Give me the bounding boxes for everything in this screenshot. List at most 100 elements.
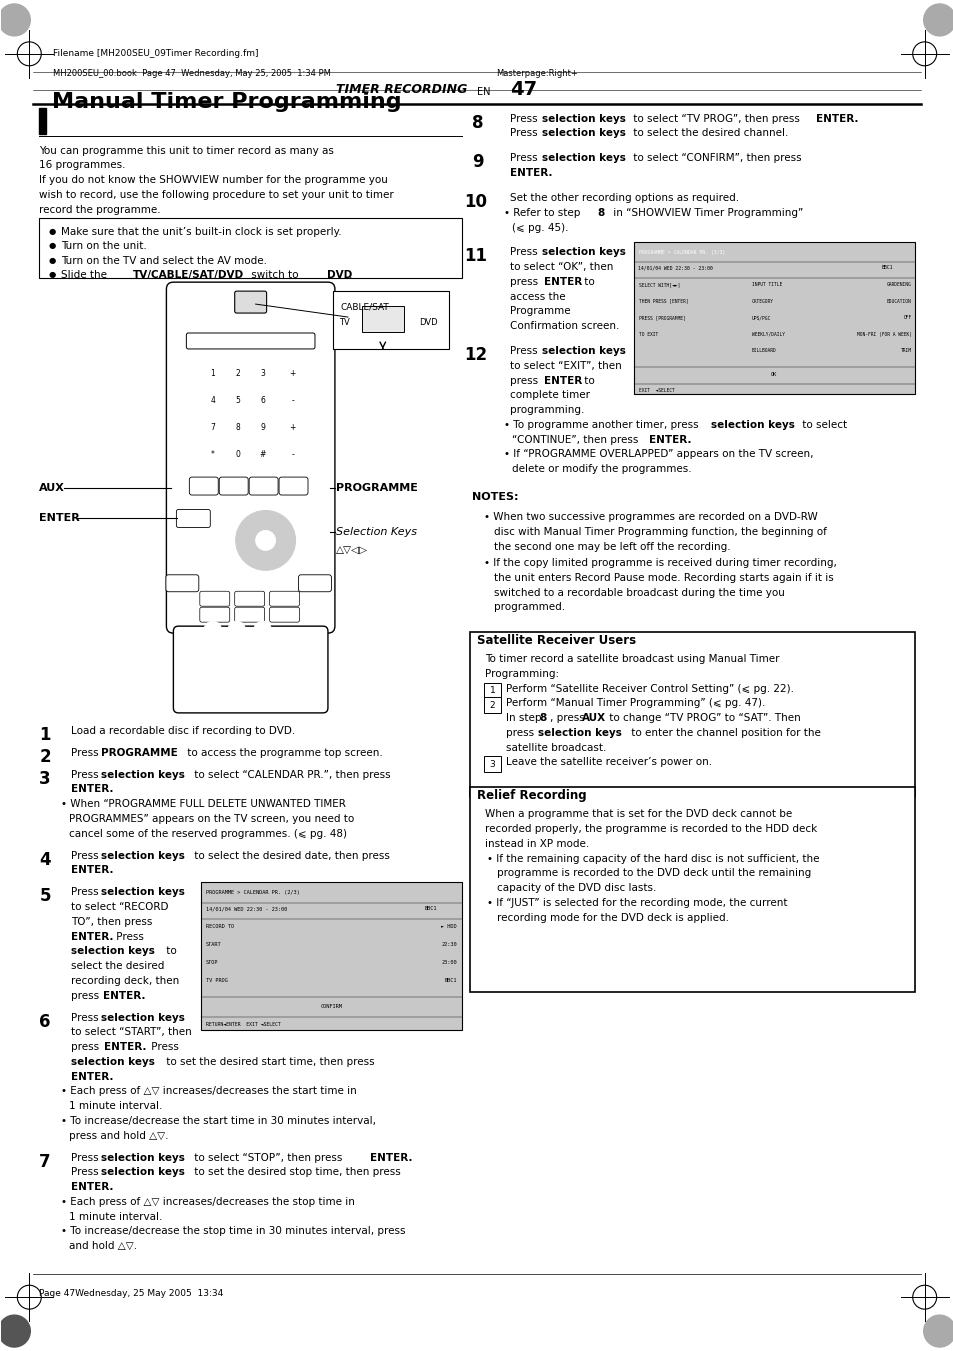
Text: DVD: DVD: [327, 270, 352, 280]
Text: 5: 5: [235, 396, 240, 405]
Text: Load a recordable disc if recording to DVD.: Load a recordable disc if recording to D…: [71, 725, 295, 736]
Text: 11: 11: [463, 247, 487, 265]
Text: 0: 0: [235, 450, 240, 459]
Text: in “SHOWVIEW Timer Programming”: in “SHOWVIEW Timer Programming”: [609, 208, 802, 218]
Text: 14/01/04 WED 22:30 - 23:00: 14/01/04 WED 22:30 - 23:00: [206, 907, 287, 912]
FancyBboxPatch shape: [166, 282, 335, 634]
Text: Press: Press: [71, 748, 102, 758]
Text: GARDENING: GARDENING: [886, 282, 911, 288]
Text: cancel some of the reserved programmes. (⩽ pg. 48): cancel some of the reserved programmes. …: [70, 828, 347, 839]
Text: Press: Press: [71, 1152, 102, 1163]
Circle shape: [923, 4, 953, 36]
Text: , press: , press: [549, 713, 587, 723]
Text: • If the remaining capacity of the hard disc is not sufficient, the: • If the remaining capacity of the hard …: [486, 854, 819, 863]
Text: Press: Press: [71, 770, 102, 780]
Text: TIMER RECORDING: TIMER RECORDING: [335, 82, 467, 96]
Circle shape: [253, 363, 273, 384]
Text: complete timer: complete timer: [509, 390, 589, 400]
Text: 8: 8: [472, 113, 483, 131]
Text: to select “STOP”, then press: to select “STOP”, then press: [191, 1152, 345, 1163]
Text: ●: ●: [49, 227, 55, 236]
Text: 10: 10: [463, 193, 487, 211]
FancyBboxPatch shape: [234, 607, 264, 623]
Text: #: #: [259, 450, 266, 459]
Text: 1: 1: [39, 725, 51, 744]
Text: capacity of the DVD disc lasts.: capacity of the DVD disc lasts.: [497, 884, 656, 893]
Text: To timer record a satellite broadcast using Manual Timer: To timer record a satellite broadcast us…: [484, 654, 779, 665]
Text: INPUT TITLE: INPUT TITLE: [751, 282, 781, 288]
Text: 7: 7: [210, 423, 215, 432]
Circle shape: [203, 417, 222, 438]
Text: 2: 2: [235, 369, 240, 378]
Text: selection keys: selection keys: [101, 770, 185, 780]
Text: ► HDD: ► HDD: [441, 924, 456, 929]
Text: to: to: [580, 376, 594, 385]
Text: delete or modify the programmes.: delete or modify the programmes.: [512, 465, 691, 474]
Text: SELECT WITH[◄►]: SELECT WITH[◄►]: [638, 282, 679, 288]
Circle shape: [229, 671, 247, 689]
Text: PROGRAMMES” appears on the TV screen, you need to: PROGRAMMES” appears on the TV screen, yo…: [70, 815, 355, 824]
Text: ●: ●: [49, 255, 55, 265]
Text: AUX: AUX: [39, 482, 65, 493]
FancyBboxPatch shape: [279, 477, 308, 494]
Text: ENTER.: ENTER.: [71, 1182, 113, 1192]
Text: Press: Press: [71, 1013, 102, 1023]
Text: BILLBOARD: BILLBOARD: [751, 349, 776, 353]
Text: record the programme.: record the programme.: [39, 204, 161, 215]
Circle shape: [198, 317, 213, 331]
Text: *: *: [211, 450, 214, 459]
Text: 2: 2: [39, 748, 51, 766]
Text: selection keys: selection keys: [541, 113, 625, 124]
Text: When a programme that is set for the DVD deck cannot be: When a programme that is set for the DVD…: [484, 809, 791, 819]
Text: Press: Press: [148, 1042, 178, 1052]
Circle shape: [241, 634, 259, 653]
Text: 9: 9: [472, 153, 483, 172]
Text: • Each press of △▽ increases/decreases the stop time in: • Each press of △▽ increases/decreases t…: [61, 1197, 355, 1206]
Text: disc with Manual Timer Programming function, the beginning of: disc with Manual Timer Programming funct…: [494, 527, 826, 536]
FancyBboxPatch shape: [199, 607, 230, 623]
Text: selection keys: selection keys: [71, 1056, 155, 1067]
Text: 1 minute interval.: 1 minute interval.: [70, 1212, 162, 1221]
Circle shape: [264, 671, 282, 689]
Text: and hold △▽.: and hold △▽.: [70, 1242, 137, 1251]
Text: PROGRAMME > CALENDAR PR. (2/3): PROGRAMME > CALENDAR PR. (2/3): [206, 890, 299, 896]
Text: select the desired: select the desired: [71, 961, 164, 971]
Text: Make sure that the unit’s built-in clock is set properly.: Make sure that the unit’s built-in clock…: [61, 227, 341, 238]
Text: selection keys: selection keys: [101, 1013, 185, 1023]
Text: Page 47Wednesday, 25 May 2005  13:34: Page 47Wednesday, 25 May 2005 13:34: [39, 1289, 223, 1298]
Text: ENTER.: ENTER.: [649, 435, 691, 444]
Text: Slide the: Slide the: [61, 270, 111, 280]
Text: • To increase/decrease the start time in 30 minutes interval,: • To increase/decrease the start time in…: [61, 1116, 375, 1125]
Text: press: press: [71, 1042, 103, 1052]
Text: -: -: [291, 396, 294, 405]
Text: programmed.: programmed.: [494, 603, 564, 612]
Text: 1: 1: [211, 369, 215, 378]
Text: recorded properly, the programme is recorded to the HDD deck: recorded properly, the programme is reco…: [484, 824, 817, 834]
Text: Press: Press: [509, 128, 540, 138]
Text: STOP: STOP: [206, 961, 218, 965]
Text: press: press: [509, 376, 540, 385]
Text: You can programme this unit to timer record as many as: You can programme this unit to timer rec…: [39, 146, 334, 155]
Text: Confirmation screen.: Confirmation screen.: [509, 322, 618, 331]
Circle shape: [221, 317, 235, 331]
Text: THEN PRESS [ENTER]: THEN PRESS [ENTER]: [638, 299, 687, 304]
Text: 4: 4: [39, 851, 51, 869]
Text: ENTER.: ENTER.: [71, 932, 113, 942]
Text: MH200SEU_00.book  Page 47  Wednesday, May 25, 2005  1:34 PM: MH200SEU_00.book Page 47 Wednesday, May …: [53, 69, 331, 78]
FancyBboxPatch shape: [219, 477, 248, 494]
Text: • If “PROGRAMME OVERLAPPED” appears on the TV screen,: • If “PROGRAMME OVERLAPPED” appears on t…: [503, 450, 813, 459]
Text: recording deck, then: recording deck, then: [71, 975, 179, 986]
Text: Press: Press: [509, 113, 540, 124]
Text: instead in XP mode.: instead in XP mode.: [484, 839, 589, 848]
FancyBboxPatch shape: [483, 757, 500, 773]
Text: ENTER: ENTER: [39, 513, 80, 523]
Circle shape: [265, 317, 279, 331]
Text: • To programme another timer, press: • To programme another timer, press: [503, 420, 701, 430]
Text: △▽◁▷: △▽◁▷: [335, 546, 368, 555]
Text: ENTER.: ENTER.: [103, 990, 146, 1001]
Text: BBC1: BBC1: [881, 265, 892, 270]
FancyBboxPatch shape: [199, 592, 230, 607]
Bar: [39, 219, 461, 278]
FancyBboxPatch shape: [234, 592, 264, 607]
Text: Press: Press: [509, 153, 540, 163]
